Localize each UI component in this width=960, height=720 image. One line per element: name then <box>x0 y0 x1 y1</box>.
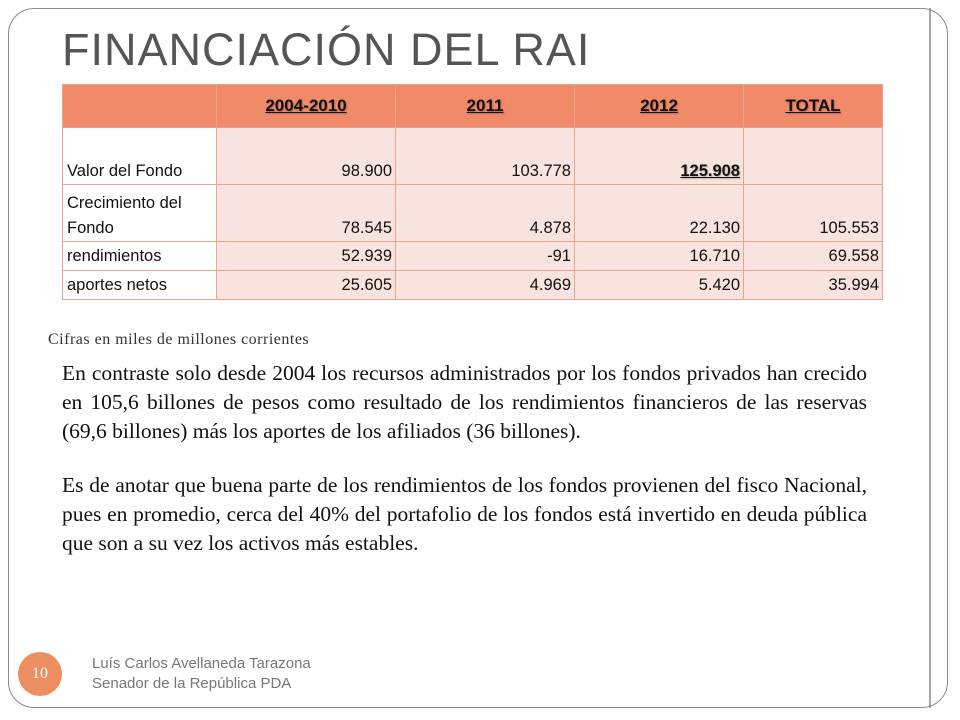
row-label: aportes netos <box>62 270 217 300</box>
table-cell: 25.605 <box>216 270 396 300</box>
table-cell: 22.130 <box>574 184 744 242</box>
footer-role: Senador de la República PDA <box>92 675 292 692</box>
table-header-2012: 2012 <box>574 84 744 128</box>
table-cell: 103.778 <box>395 127 575 185</box>
table-cell: 16.710 <box>574 241 744 271</box>
table-cell: 78.545 <box>216 184 396 242</box>
paragraph: Es de anotar que buena parte de los rend… <box>62 473 867 555</box>
table-row: Valor del Fondo 98.900 103.778 125.908 <box>62 127 883 185</box>
table-header-total: TOTAL <box>743 84 883 128</box>
table-cell <box>743 127 883 185</box>
table-cell: 35.994 <box>743 270 883 300</box>
row-label: rendimientos <box>62 241 217 271</box>
table-row: aportes netos 25.605 4.969 5.420 35.994 <box>62 270 883 300</box>
row-label: Crecimiento del Fondo <box>62 184 217 242</box>
table-cell: 4.878 <box>395 184 575 242</box>
row-label: Valor del Fondo <box>62 127 217 185</box>
table-cell: 98.900 <box>216 127 396 185</box>
table-header-row: 2004-2010 2011 2012 TOTAL <box>62 84 883 128</box>
page-number-badge: 10 <box>18 652 62 696</box>
table-cell: -91 <box>395 241 575 271</box>
table-header-2004-2010: 2004-2010 <box>216 84 396 128</box>
paragraph: En contraste solo desde 2004 los recurso… <box>62 361 867 443</box>
table-header-2011: 2011 <box>395 84 575 128</box>
footer-author: Luís Carlos Avellaneda Tarazona <box>92 655 311 672</box>
table-cell: 125.908 <box>574 127 744 185</box>
table-row: Crecimiento del Fondo 78.545 4.878 22.13… <box>62 184 883 242</box>
table-cell: 4.969 <box>395 270 575 300</box>
table-cell: 52.939 <box>216 241 396 271</box>
table-note: Cifras en miles de millones corrientes <box>48 331 310 348</box>
table-cell: 105.553 <box>743 184 883 242</box>
table-header-empty <box>62 84 217 128</box>
footer: Luís Carlos Avellaneda Tarazona Senador … <box>92 654 311 694</box>
body-text: En contraste solo desde 2004 los recurso… <box>62 359 867 583</box>
slide-frame <box>8 8 948 708</box>
table-cell: 69.558 <box>743 241 883 271</box>
slide-title: FINANCIACIÓN DEL RAI <box>62 24 591 75</box>
financing-table: 2004-2010 2011 2012 TOTAL Valor del Fond… <box>62 84 883 300</box>
table-row: rendimientos 52.939 -91 16.710 69.558 <box>62 241 883 271</box>
table-cell: 5.420 <box>574 270 744 300</box>
